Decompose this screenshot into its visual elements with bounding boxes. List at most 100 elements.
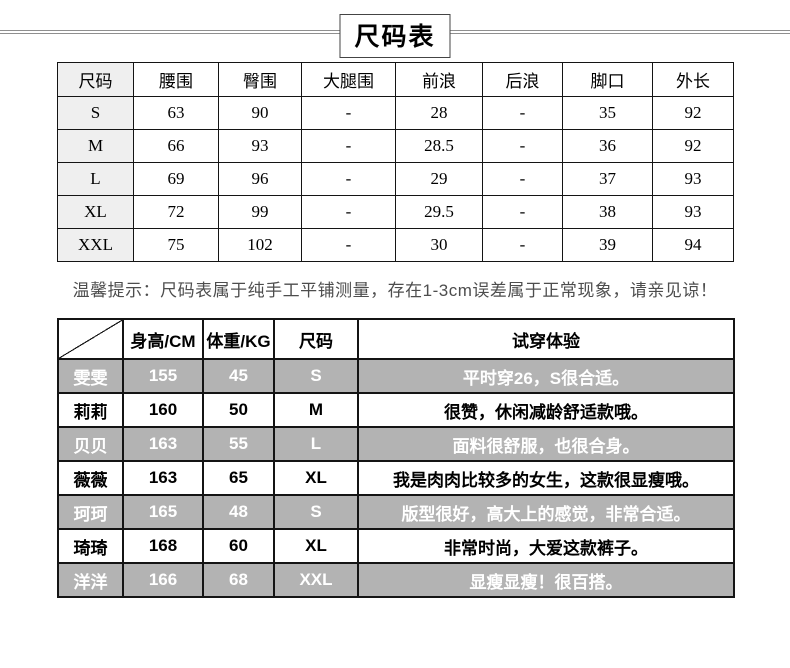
table-row: S 63 90-28-35 92 — [57, 96, 734, 130]
table-cell: 雯雯 — [57, 358, 124, 394]
column-header: 臀围 — [218, 62, 302, 97]
header-row: 尺码 腰围 臀围 大腿围 前浪 后浪 脚口 外长 — [57, 62, 734, 97]
table-cell: 37 — [562, 162, 653, 196]
table-cell: - — [301, 129, 396, 163]
table-cell: 版型很好，高大上的感觉，非常合适。 — [357, 494, 735, 530]
table-cell: XL — [57, 195, 134, 229]
table-row: M 66 93-28.5-36 92 — [57, 129, 734, 163]
table-cell: 平时穿26，S很合适。 — [357, 358, 735, 394]
table-row: 莉莉 160 50 M 很赞，休闲减龄舒适款哦。 — [57, 392, 735, 428]
table-cell: 45 — [202, 358, 275, 394]
column-header: 尺码 — [273, 318, 359, 360]
table-cell: 显瘦显瘦！很百搭。 — [357, 562, 735, 598]
column-header: 试穿体验 — [357, 318, 735, 360]
table-cell: 90 — [218, 96, 302, 130]
table-cell: XL — [273, 460, 359, 496]
table-cell: XXL — [273, 562, 359, 598]
table-cell: 28.5 — [395, 129, 483, 163]
table-cell: - — [482, 96, 563, 130]
table-cell: 155 — [122, 358, 204, 394]
table-row: 雯雯 155 45 S 平时穿26，S很合适。 — [57, 358, 735, 394]
column-header: 后浪 — [482, 62, 563, 97]
table-row: 薇薇 163 65 XL 我是肉肉比较多的女生，这款很显瘦哦。 — [57, 460, 735, 496]
table-cell: S — [57, 96, 134, 130]
table-cell: 75 — [133, 228, 219, 262]
table-cell: - — [301, 195, 396, 229]
table-cell: L — [57, 162, 134, 196]
table-cell: S — [273, 358, 359, 394]
table-cell: 38 — [562, 195, 653, 229]
try-on-table: 身高/CM 体重/KG 尺码 试穿体验 雯雯 155 45 S 平时穿26，S很合适。 莉莉 16… — [57, 318, 735, 598]
table-cell: 29 — [395, 162, 483, 196]
table-cell: 93 — [652, 162, 734, 196]
page-title: 尺码表 — [339, 14, 451, 58]
table-cell: 48 — [202, 494, 275, 530]
table-row: 贝贝 163 55 L 面料很舒服，也很合身。 — [57, 426, 735, 462]
table-cell: 66 — [133, 129, 219, 163]
table-cell: 93 — [652, 195, 734, 229]
table-cell: - — [301, 228, 396, 262]
table-row: XL 72 99-29.5-38 93 — [57, 195, 734, 229]
table-cell: 163 — [122, 426, 204, 462]
table-cell: M — [273, 392, 359, 428]
table-cell: M — [57, 129, 134, 163]
table-cell: L — [273, 426, 359, 462]
header-row: 身高/CM 体重/KG 尺码 试穿体验 — [57, 318, 735, 360]
table-cell: 我是肉肉比较多的女生，这款很显瘦哦。 — [357, 460, 735, 496]
table-cell: - — [482, 162, 563, 196]
table-cell: 琦琦 — [57, 528, 124, 564]
table-cell: 30 — [395, 228, 483, 262]
table-cell: 93 — [218, 129, 302, 163]
column-header: 大腿围 — [301, 62, 396, 97]
table-cell: 165 — [122, 494, 204, 530]
column-header: 腰围 — [133, 62, 219, 97]
table-cell: 非常时尚，大爱这款裤子。 — [357, 528, 735, 564]
column-header: 脚口 — [562, 62, 653, 97]
table-cell: 163 — [122, 460, 204, 496]
table-cell: 珂珂 — [57, 494, 124, 530]
table-row: 琦琦 168 60 XL 非常时尚，大爱这款裤子。 — [57, 528, 735, 564]
table-cell: 28 — [395, 96, 483, 130]
table-row: 珂珂 165 48 S 版型很好，高大上的感觉，非常合适。 — [57, 494, 735, 530]
table-cell: 168 — [122, 528, 204, 564]
table-cell: 63 — [133, 96, 219, 130]
table-cell: 92 — [652, 96, 734, 130]
table-cell: 166 — [122, 562, 204, 598]
table-cell: XXL — [57, 228, 134, 262]
table-cell: 50 — [202, 392, 275, 428]
table-cell: 72 — [133, 195, 219, 229]
table-cell: 36 — [562, 129, 653, 163]
table-cell: 60 — [202, 528, 275, 564]
column-header: 体重/KG — [202, 318, 275, 360]
table-cell: 面料很舒服，也很合身。 — [357, 426, 735, 462]
table-cell: 96 — [218, 162, 302, 196]
table-row: XXL 75 102-30-39 94 — [57, 228, 734, 262]
column-header: 外长 — [652, 62, 734, 97]
table-cell: - — [301, 162, 396, 196]
table-cell: 莉莉 — [57, 392, 124, 428]
table-cell: 洋洋 — [57, 562, 124, 598]
table-cell: 160 — [122, 392, 204, 428]
table-cell: 69 — [133, 162, 219, 196]
table-cell: 65 — [202, 460, 275, 496]
table-cell: XL — [273, 528, 359, 564]
table-cell: - — [482, 228, 563, 262]
table-cell: 102 — [218, 228, 302, 262]
column-header: 前浪 — [395, 62, 483, 97]
table-cell: S — [273, 494, 359, 530]
table-cell: 29.5 — [395, 195, 483, 229]
table-cell: 薇薇 — [57, 460, 124, 496]
size-table: 尺码 腰围 臀围 大腿围 前浪 后浪 脚口 外长 S 63 90-28-35 92 M 66 93-28.… — [57, 62, 734, 262]
table-cell: - — [301, 96, 396, 130]
table-cell: 贝贝 — [57, 426, 124, 462]
measurement-tip: 温馨提示：尺码表属于纯手工平铺测量，存在1-3cm误差属于正常现象，请亲见谅！ — [72, 281, 718, 300]
column-header: 身高/CM — [122, 318, 204, 360]
table-cell: 99 — [218, 195, 302, 229]
table-cell: - — [482, 129, 563, 163]
table-cell: 94 — [652, 228, 734, 262]
table-cell: 35 — [562, 96, 653, 130]
table-cell: 68 — [202, 562, 275, 598]
column-header: 尺码 — [57, 62, 134, 97]
table-cell: 55 — [202, 426, 275, 462]
